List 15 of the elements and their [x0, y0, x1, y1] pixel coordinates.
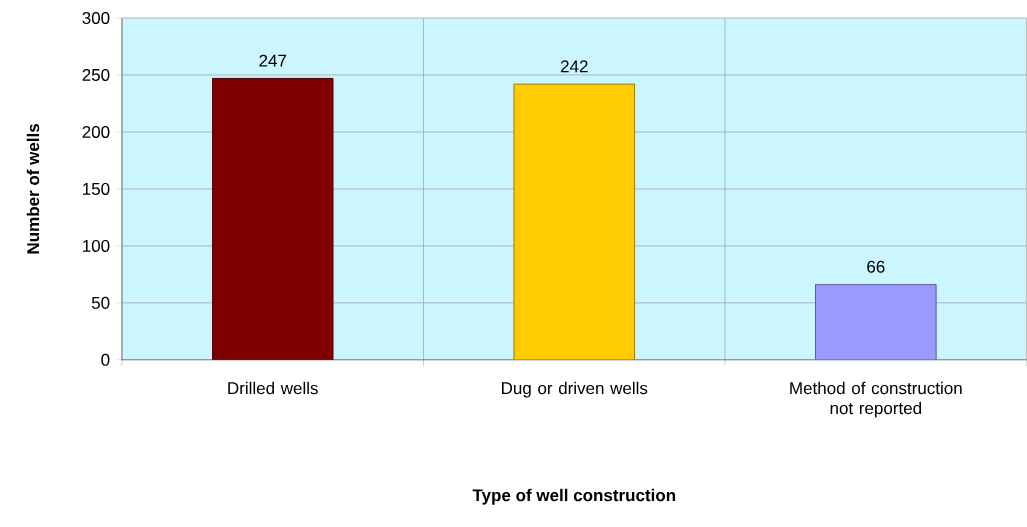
y-tick-label: 150 — [83, 183, 110, 196]
x-tick-label: Method of construction not reported — [790, 381, 962, 418]
y-tick-label: 0 — [101, 353, 110, 366]
y-axis-title: Number of wells — [26, 124, 40, 254]
data-label: 242 — [560, 60, 588, 73]
data-label: 247 — [259, 54, 287, 67]
x-tick-label: Drilled wells — [228, 381, 318, 395]
y-tick-label: 100 — [83, 239, 110, 253]
x-tick-label: Dug or driven wells — [502, 381, 648, 398]
data-label: 66 — [867, 260, 885, 273]
y-tick-label: 200 — [82, 126, 110, 139]
y-tick-label: 50 — [91, 296, 110, 309]
x-axis-title: Type of well construction — [472, 488, 676, 505]
y-tick-label: 250 — [82, 69, 110, 82]
y-tick-label: 300 — [82, 12, 110, 25]
